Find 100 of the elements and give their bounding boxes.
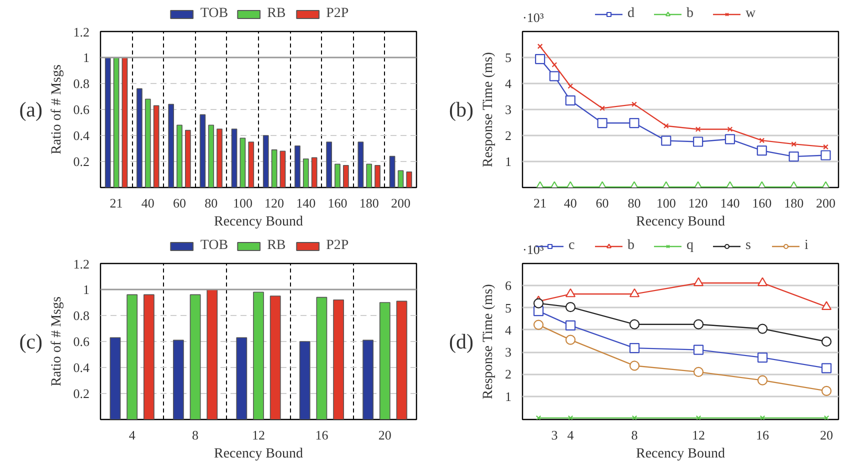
- y-tick-label: 2: [505, 366, 512, 382]
- bar: [144, 98, 151, 188]
- x-tick-label: 180: [359, 196, 379, 210]
- bar: [253, 292, 264, 420]
- y-tick-label: 6: [505, 278, 512, 294]
- point: [597, 118, 608, 128]
- y-tick-label: 1: [83, 50, 90, 65]
- x-tick-label: 16: [315, 428, 329, 442]
- y-tick-label: 0.2: [73, 386, 90, 401]
- point: [663, 123, 669, 129]
- x-tick-label: 8: [631, 428, 638, 442]
- text: (d): [449, 330, 474, 354]
- bar: [113, 57, 120, 188]
- y-tick-label: 4: [505, 76, 512, 91]
- x-tick-label: 40: [141, 196, 154, 210]
- point: [629, 118, 640, 128]
- x-axis-title: Recency Bound: [636, 214, 726, 230]
- x-axis-title: Recency Bound: [214, 446, 304, 462]
- y-tick-label: 0.4: [73, 360, 90, 375]
- bar: [206, 289, 218, 420]
- point: [533, 320, 544, 330]
- bar: [343, 165, 349, 188]
- bar: [333, 300, 344, 420]
- y-tick-label: 0.4: [73, 128, 90, 143]
- bar: [236, 337, 248, 420]
- bar: [396, 300, 408, 420]
- bar: [280, 150, 286, 188]
- x-tick-label: 4: [567, 428, 574, 442]
- point: [757, 324, 768, 334]
- bar: [104, 57, 111, 188]
- point: [821, 301, 832, 310]
- x-axis-title: Recency Bound: [214, 214, 304, 230]
- bar: [126, 294, 138, 420]
- x-tick-label: 160: [752, 196, 772, 210]
- point: [724, 134, 736, 144]
- point: [629, 360, 640, 371]
- y-axis-title: Ratio of # Msgs: [49, 296, 64, 386]
- bar: [153, 105, 160, 188]
- bar: [311, 157, 318, 188]
- y-tick-label: 3: [505, 344, 512, 360]
- point: [565, 95, 576, 106]
- text: (a): [19, 98, 43, 122]
- point: [757, 375, 768, 386]
- x-tick-label: 12: [252, 428, 265, 442]
- text: (c): [19, 330, 43, 354]
- x-axis-title: Recency Bound: [636, 446, 726, 462]
- point: [568, 83, 574, 89]
- point: [727, 126, 733, 132]
- x-tick-label: 100: [656, 196, 676, 210]
- bar: [185, 130, 191, 188]
- y-tick-label: 5: [505, 50, 512, 65]
- point: [693, 344, 704, 355]
- bar: [389, 156, 396, 188]
- x-tick-label: 80: [628, 196, 641, 210]
- bar: [299, 341, 310, 420]
- legend-label: q: [686, 238, 694, 254]
- bar: [271, 149, 278, 188]
- point: [821, 336, 832, 347]
- x-tick-label: 120: [688, 196, 708, 210]
- y-tick-label: 5: [505, 300, 512, 316]
- bar: [270, 296, 281, 420]
- x-tick-label: 80: [204, 196, 218, 210]
- bar: [231, 128, 238, 188]
- point: [549, 71, 560, 82]
- y-axis-title: Response Time (ms): [481, 52, 496, 168]
- point: [695, 126, 701, 132]
- y-tick-label: 2: [505, 128, 512, 143]
- x-tick-label: 120: [264, 196, 284, 210]
- bar: [366, 164, 372, 188]
- x-tick-label: 8: [192, 428, 199, 442]
- x-tick-label: 60: [173, 196, 186, 210]
- legend-label: P2P: [326, 6, 349, 22]
- bar: [316, 296, 328, 420]
- y-tick-label: 1.2: [73, 256, 90, 272]
- x-tick-label: 200: [390, 196, 410, 210]
- legend-label: TOB: [200, 6, 228, 22]
- bar: [302, 158, 309, 188]
- legend-label: i: [804, 238, 810, 254]
- point: [759, 138, 765, 144]
- point: [632, 415, 638, 420]
- point: [693, 319, 704, 330]
- point: [565, 320, 576, 331]
- bar: [122, 57, 128, 188]
- point: [756, 146, 767, 156]
- point: [696, 415, 702, 420]
- x-tick-label: 12: [692, 428, 705, 442]
- legend-label: b: [628, 238, 636, 254]
- text: ·10³: [522, 10, 544, 25]
- x-tick-label: 60: [596, 196, 609, 210]
- y-tick-label: 1: [505, 388, 512, 404]
- bar: [200, 114, 206, 188]
- x-tick-label: 200: [816, 196, 836, 210]
- bar: [362, 340, 374, 420]
- point: [600, 106, 605, 111]
- point: [661, 136, 672, 146]
- bar: [172, 340, 184, 420]
- bar: [240, 138, 246, 188]
- x-tick-label: 100: [232, 196, 252, 210]
- y-tick-label: 0.8: [73, 308, 90, 323]
- legend-label: w: [746, 6, 757, 22]
